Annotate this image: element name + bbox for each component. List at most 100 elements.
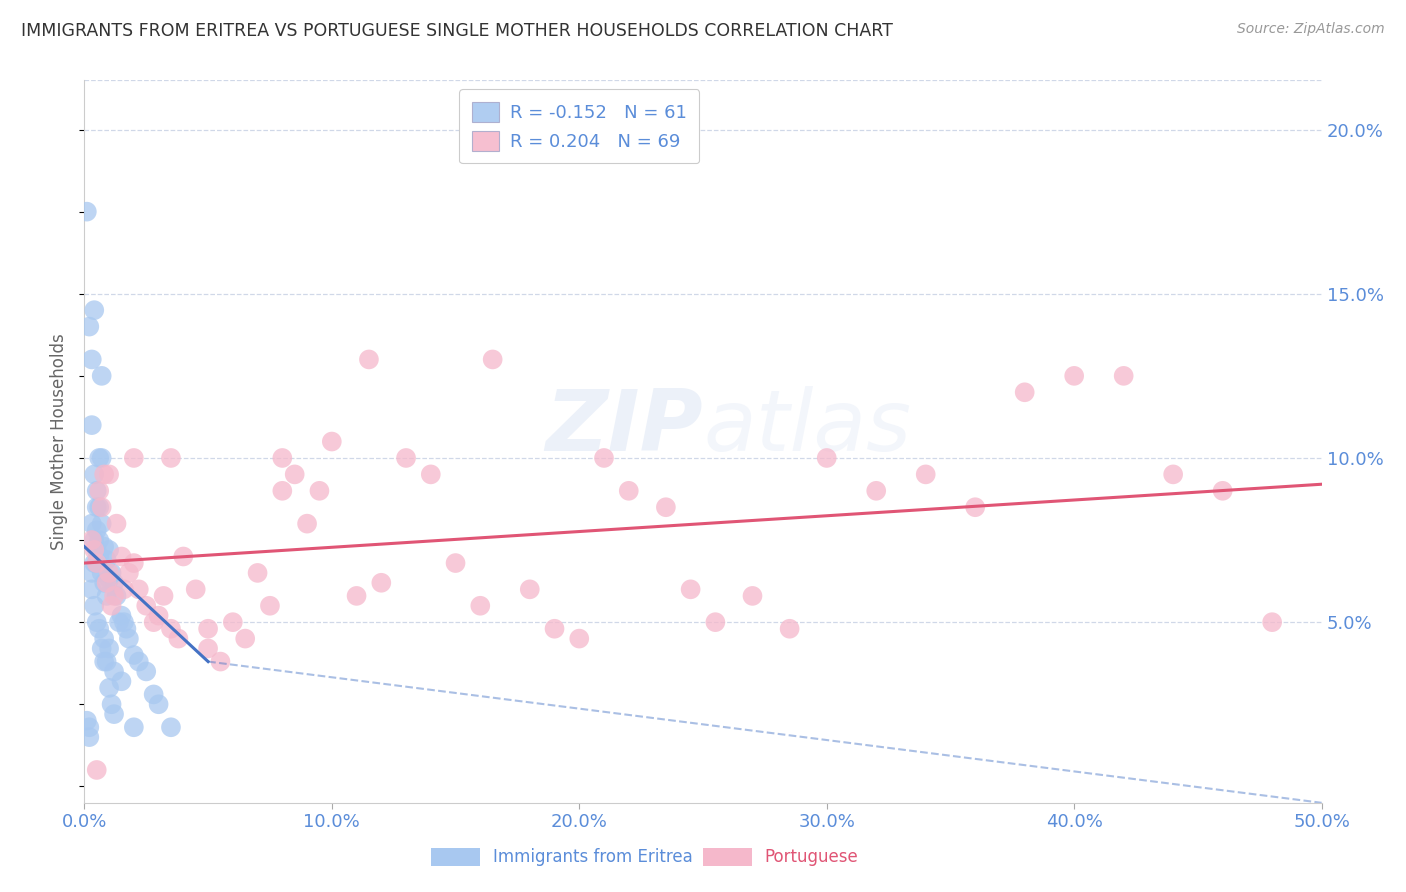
Point [122, 450, 145, 465]
Point [83, 599, 105, 613]
Legend: R = -0.152   N = 61, R = 0.204   N = 69: R = -0.152 N = 61, R = 0.204 N = 69 [460, 89, 699, 163]
Point [152, 589, 174, 603]
Point [704, 615, 727, 630]
Point [98, 573, 121, 587]
Point [593, 450, 616, 465]
Y-axis label: Single Mother Households: Single Mother Households [51, 334, 69, 549]
Point [103, 665, 125, 679]
Bar [703, 848, 752, 866]
Point [865, 483, 887, 498]
Point [122, 720, 145, 734]
Point [89, 549, 111, 564]
Point [115, 622, 138, 636]
Point [568, 632, 591, 646]
Point [271, 483, 294, 498]
Point [83, 542, 105, 557]
Point [112, 615, 135, 630]
Point [419, 467, 441, 482]
Point [93, 632, 115, 646]
Point [93, 655, 115, 669]
Text: Immigrants from Eritrea: Immigrants from Eritrea [492, 848, 692, 866]
Point [519, 582, 541, 597]
Point [83, 303, 105, 318]
Point [98, 542, 121, 557]
Point [86, 483, 108, 498]
Point [90, 641, 112, 656]
Point [259, 599, 281, 613]
Point [96, 553, 118, 567]
Point [128, 655, 150, 669]
Point [86, 523, 108, 537]
Point [444, 556, 467, 570]
Point [110, 608, 132, 623]
Text: Portuguese: Portuguese [765, 848, 859, 866]
Point [142, 687, 165, 701]
Point [93, 467, 115, 482]
Point [105, 589, 128, 603]
Point [481, 352, 503, 367]
Point [83, 533, 105, 547]
Text: ZIP: ZIP [546, 385, 703, 468]
Point [98, 641, 121, 656]
Point [1063, 368, 1085, 383]
Point [83, 467, 105, 482]
Point [110, 549, 132, 564]
Point [80, 533, 103, 547]
Point [172, 549, 194, 564]
Point [370, 575, 392, 590]
Point [122, 556, 145, 570]
Point [122, 648, 145, 662]
Point [96, 575, 118, 590]
Point [86, 500, 108, 515]
Point [98, 566, 121, 580]
Point [965, 500, 987, 515]
Point [233, 632, 256, 646]
Point [160, 622, 183, 636]
Point [741, 589, 763, 603]
Point [79, 730, 101, 744]
Point [83, 556, 105, 570]
Point [308, 483, 330, 498]
Point [108, 615, 131, 630]
Point [197, 641, 219, 656]
Point [86, 615, 108, 630]
Point [357, 352, 380, 367]
Point [80, 566, 103, 580]
Point [655, 500, 678, 515]
Point [80, 516, 103, 531]
Point [110, 674, 132, 689]
Point [80, 418, 103, 433]
Point [96, 589, 118, 603]
Point [86, 763, 108, 777]
Point [1261, 615, 1284, 630]
Point [90, 368, 112, 383]
Point [914, 467, 936, 482]
Point [395, 450, 418, 465]
Point [246, 566, 269, 580]
Point [103, 589, 125, 603]
Text: atlas: atlas [703, 385, 911, 468]
Point [118, 632, 141, 646]
Point [93, 575, 115, 590]
Point [148, 608, 170, 623]
Point [1014, 385, 1036, 400]
Point [617, 483, 640, 498]
Point [89, 533, 111, 547]
Point [93, 540, 115, 554]
Bar [430, 848, 481, 866]
Point [815, 450, 838, 465]
Point [89, 622, 111, 636]
Point [100, 698, 122, 712]
Point [284, 467, 307, 482]
Point [103, 707, 125, 722]
Point [80, 352, 103, 367]
Point [76, 204, 98, 219]
Point [135, 665, 157, 679]
Point [470, 599, 492, 613]
Point [86, 542, 108, 557]
Point [89, 450, 111, 465]
Point [100, 566, 122, 580]
Point [79, 720, 101, 734]
Point [80, 582, 103, 597]
Point [679, 582, 702, 597]
